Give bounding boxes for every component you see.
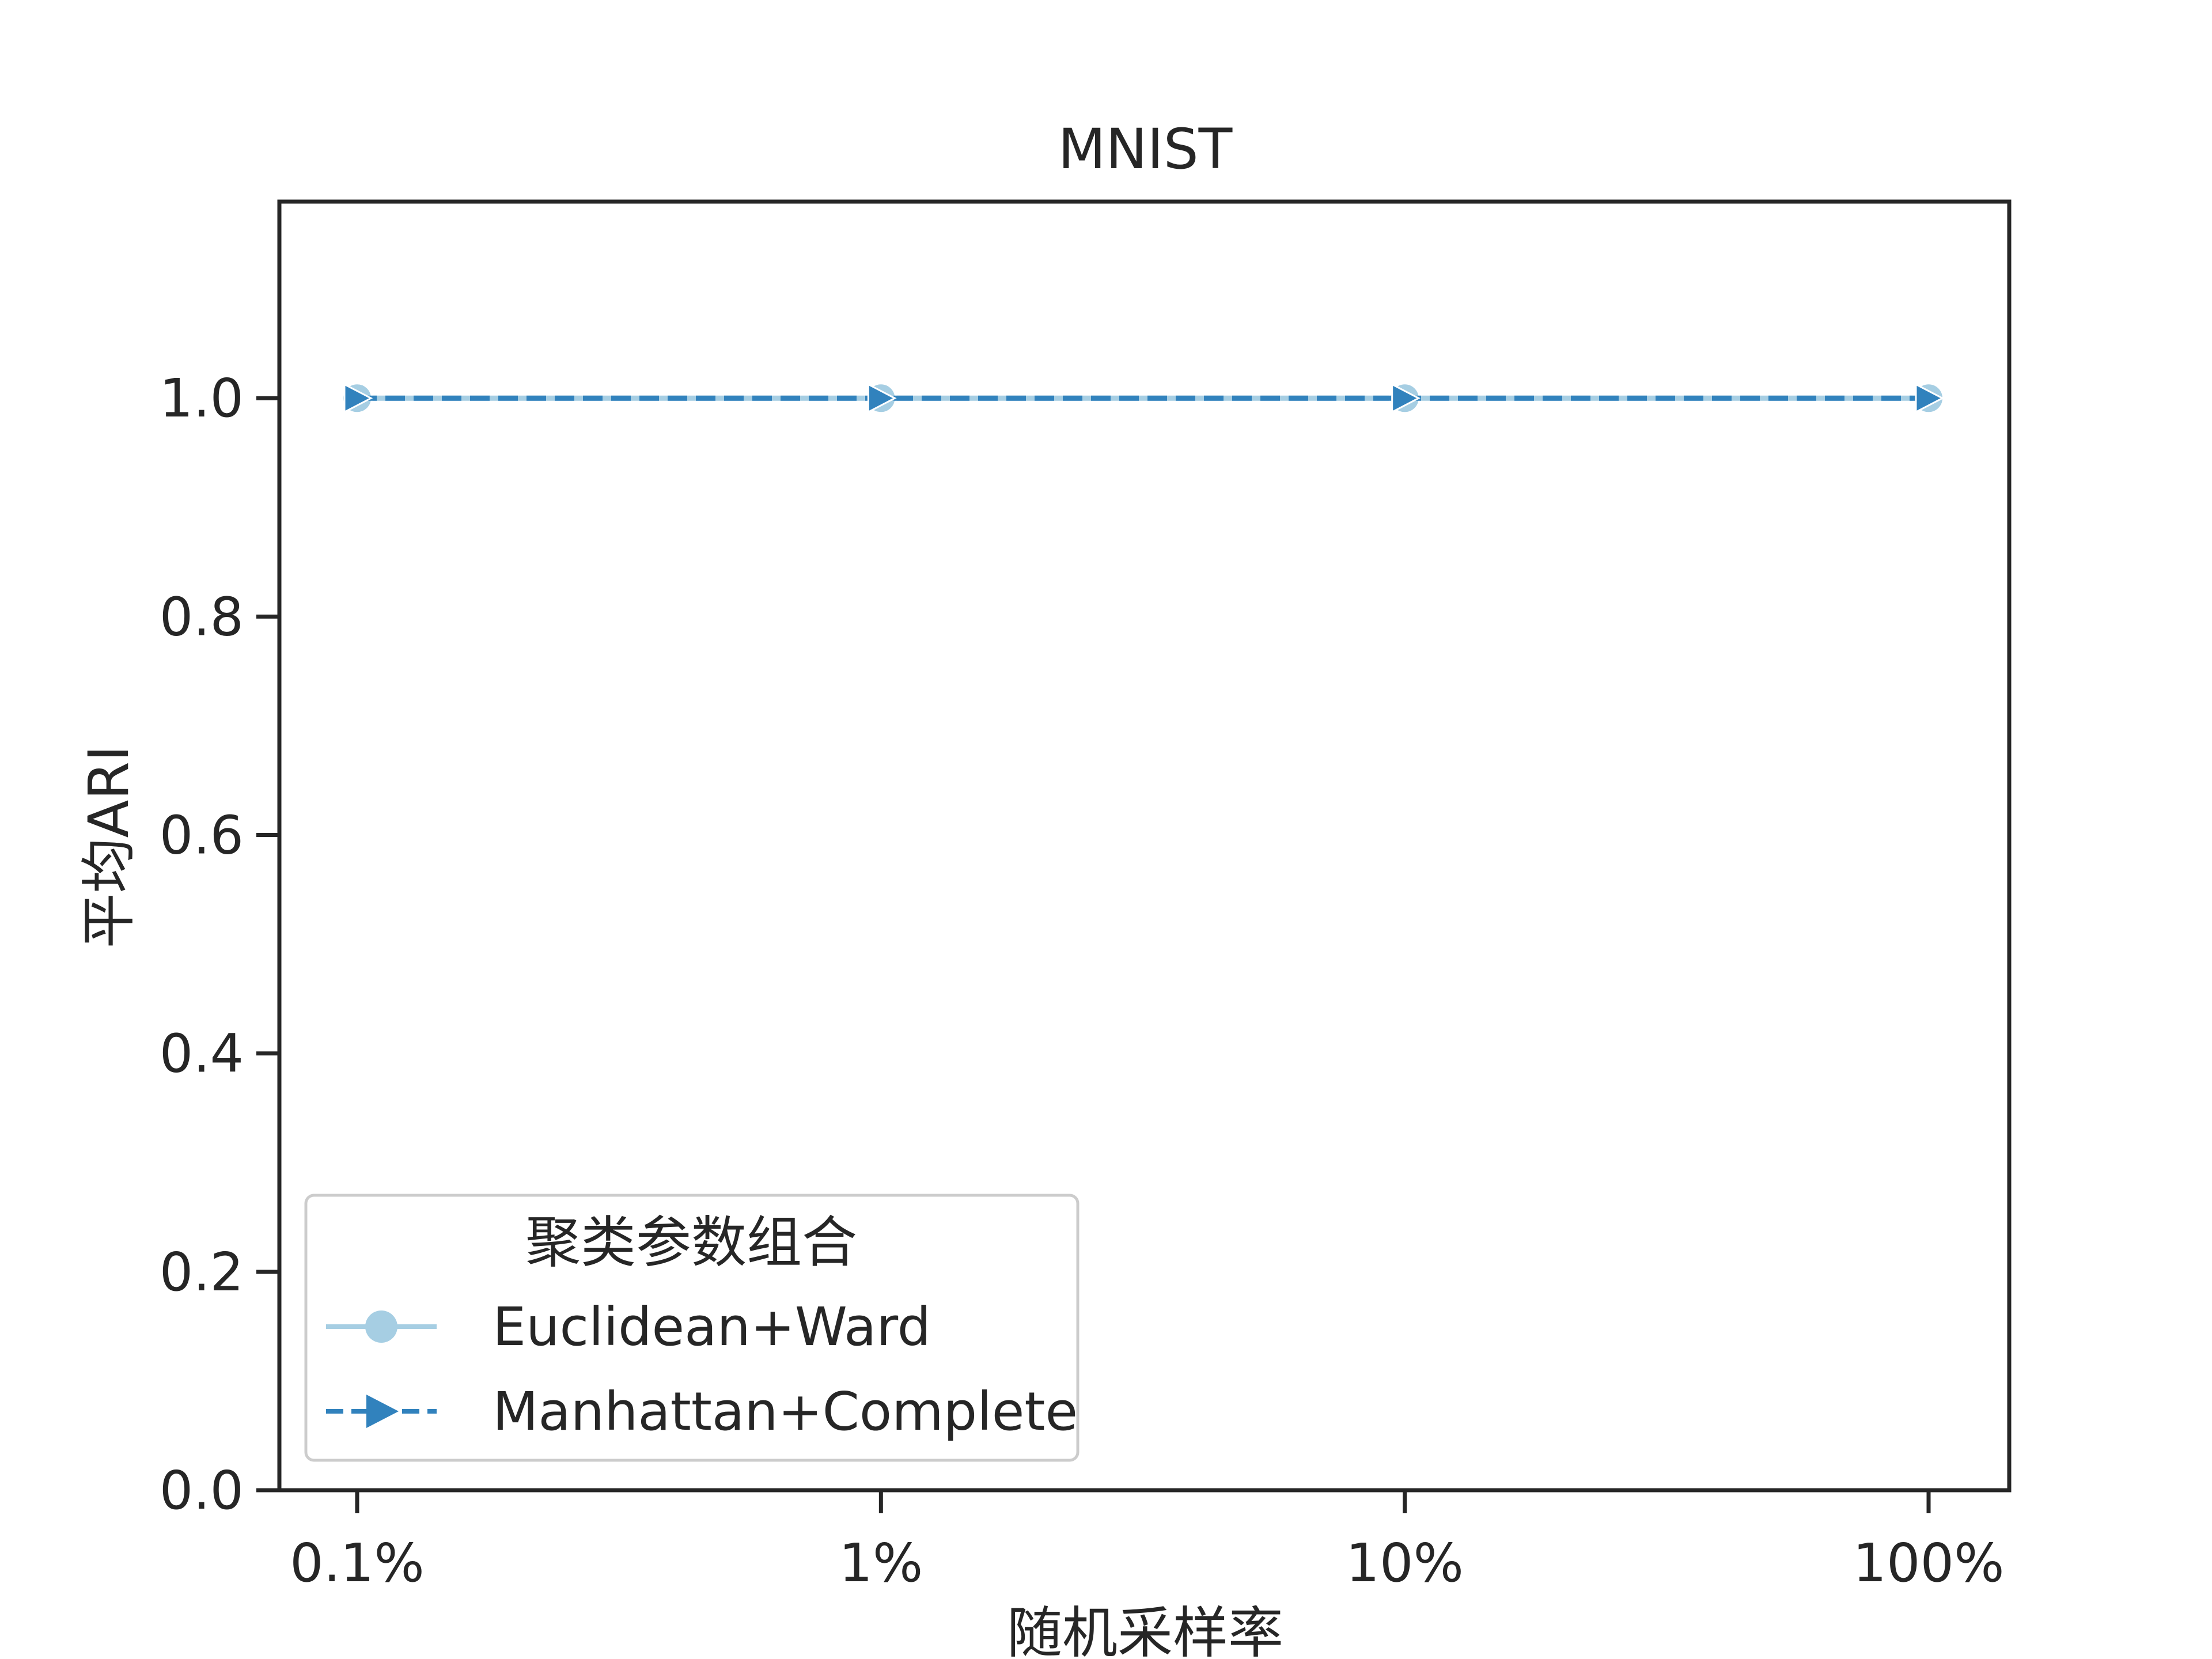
y-tick-label: 1.0 (160, 368, 244, 429)
x-tick-label: 100% (1853, 1532, 2004, 1594)
y-axis: 0.0 0.2 0.4 0.6 0.8 1.0 (160, 368, 279, 1521)
legend-label-euclidean-ward: Euclidean+Ward (493, 1296, 931, 1358)
x-tick-label: 10% (1346, 1532, 1463, 1594)
data-point-manhattan-complete (1915, 382, 1945, 414)
legend-box (304, 1194, 1080, 1462)
axes-frame (277, 199, 2012, 1493)
data-point-manhattan-complete (867, 382, 897, 414)
legend: 聚类参数组合 Euclidean+Ward Manhattan+Complete (304, 1194, 1080, 1462)
y-tick-label: 0.8 (160, 586, 244, 647)
x-axis-label: 随机采样率 (1007, 1601, 1283, 1659)
legend-marker-manhattan-complete (366, 1395, 399, 1428)
legend-label-manhattan-complete: Manhattan+Complete (493, 1381, 1078, 1442)
chart-title: MNIST (1058, 117, 1233, 181)
x-tick-label: 0.1% (290, 1532, 425, 1594)
legend-title: 聚类参数组合 (525, 1210, 857, 1275)
y-tick-label: 0.6 (160, 805, 244, 866)
data-point-manhattan-complete (343, 382, 373, 414)
data-point-manhattan-complete (1391, 382, 1421, 414)
legend-marker-euclidean-ward (365, 1310, 397, 1343)
legend-entry-manhattan-complete: Manhattan+Complete (326, 1381, 1078, 1442)
y-tick-label: 0.4 (160, 1023, 244, 1085)
x-axis: 0.1% 1% 10% 100% (290, 1490, 2005, 1594)
x-tick-label: 1% (839, 1532, 923, 1594)
plot-area (341, 382, 1945, 415)
y-tick-label: 0.0 (160, 1460, 244, 1521)
legend-entry-euclidean-ward: Euclidean+Ward (326, 1296, 931, 1358)
y-axis-label: 平均ARI (77, 745, 141, 949)
y-tick-label: 0.2 (160, 1241, 244, 1303)
